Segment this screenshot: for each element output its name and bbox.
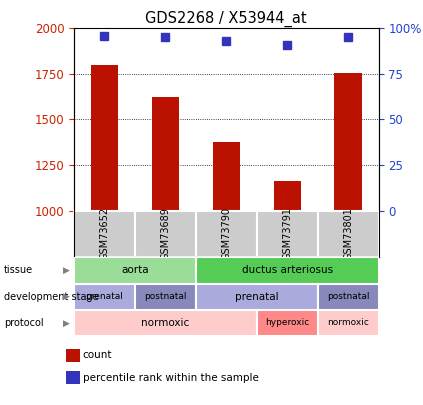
- Bar: [74, 257, 196, 284]
- Text: ▶: ▶: [63, 292, 70, 301]
- Bar: [335, 73, 362, 211]
- Bar: [213, 142, 240, 211]
- Bar: [152, 97, 179, 211]
- Bar: [274, 181, 301, 211]
- Text: GSM73689: GSM73689: [160, 207, 170, 260]
- Text: hyperoxic: hyperoxic: [265, 318, 309, 328]
- Text: GSM73652: GSM73652: [99, 207, 110, 260]
- Bar: [318, 310, 379, 336]
- Bar: [74, 284, 135, 310]
- Text: development stage: development stage: [4, 292, 99, 302]
- Bar: [318, 284, 379, 310]
- Text: prenatal: prenatal: [235, 292, 279, 302]
- Text: GSM73801: GSM73801: [343, 207, 353, 260]
- Text: postnatal: postnatal: [327, 292, 369, 301]
- Text: ▶: ▶: [63, 266, 70, 275]
- Text: count: count: [82, 350, 112, 360]
- Bar: [66, 349, 80, 362]
- Text: GSM73790: GSM73790: [221, 207, 231, 260]
- Bar: [135, 284, 196, 310]
- Bar: [66, 371, 80, 384]
- Text: aorta: aorta: [121, 265, 149, 275]
- Text: tissue: tissue: [4, 265, 33, 275]
- Text: normoxic: normoxic: [141, 318, 190, 328]
- Bar: [196, 284, 318, 310]
- Text: prenatal: prenatal: [85, 292, 124, 301]
- Bar: [91, 65, 118, 211]
- Text: ductus arteriosus: ductus arteriosus: [242, 265, 333, 275]
- Bar: [74, 211, 135, 257]
- Bar: [196, 257, 379, 284]
- Bar: [196, 211, 257, 257]
- Bar: [318, 211, 379, 257]
- Text: GSM73791: GSM73791: [282, 207, 292, 260]
- Bar: [74, 310, 257, 336]
- Bar: [257, 211, 318, 257]
- Text: normoxic: normoxic: [327, 318, 369, 328]
- Bar: [257, 310, 318, 336]
- Text: ▶: ▶: [63, 318, 70, 328]
- Text: protocol: protocol: [4, 318, 44, 328]
- Title: GDS2268 / X53944_at: GDS2268 / X53944_at: [146, 11, 307, 27]
- Text: percentile rank within the sample: percentile rank within the sample: [82, 373, 258, 383]
- Text: postnatal: postnatal: [144, 292, 187, 301]
- Bar: [135, 211, 196, 257]
